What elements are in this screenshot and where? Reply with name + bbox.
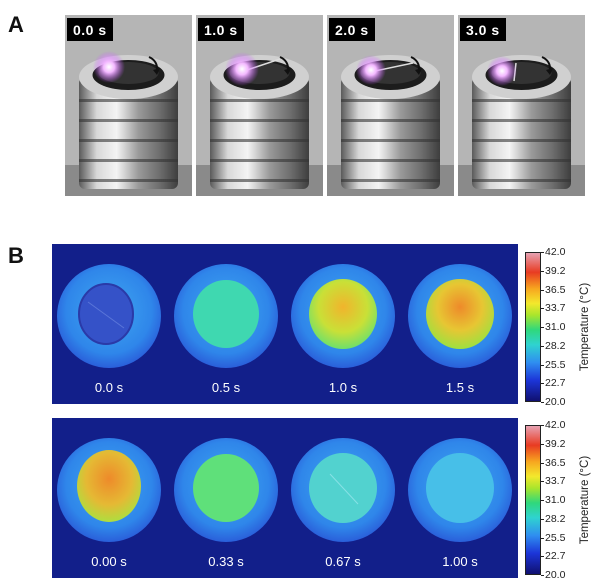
magnet-photo-frame-4: 3.0 s: [458, 15, 585, 196]
colorbar-axis-label: Temperature (°C): [579, 282, 591, 372]
colorbar-tick: 25.5: [541, 359, 565, 371]
thermal-row-cooling: 0.00 s 0.33 s 0.67 s 1.00 s: [52, 418, 518, 578]
magnet-stack-image: [65, 15, 192, 196]
magnet-photo-frame-2: 1.0 s: [196, 15, 323, 196]
time-label: 1.0 s: [328, 380, 358, 395]
colorbar-tick: 39.2: [541, 438, 565, 450]
time-label: 1.0 s: [198, 18, 244, 41]
colorbar-tick: 33.7: [541, 302, 565, 314]
colorbar-tick: 25.5: [541, 532, 565, 544]
thermal-image-cooling: [52, 418, 518, 578]
thermal-row-heating: 0.0 s 0.5 s 1.0 s 1.5 s: [52, 244, 518, 404]
magnet-photo-frame-1: 0.0 s: [65, 15, 192, 196]
colorbar-tick: 31.0: [541, 494, 565, 506]
colorbar-tick: 36.5: [541, 457, 565, 469]
time-label: 0.33 s: [208, 554, 244, 569]
colorbar-tick: 33.7: [541, 475, 565, 487]
time-label: 0.67 s: [325, 554, 361, 569]
time-label: 1.00 s: [442, 554, 478, 569]
colorbar-tick: 20.0: [541, 569, 565, 581]
time-label: 0.5 s: [211, 380, 241, 395]
panel-a-label: A: [8, 12, 24, 37]
colorbar-tick: 42.0: [541, 246, 565, 258]
time-label: 1.5 s: [445, 380, 475, 395]
colorbar-tick: 28.2: [541, 513, 565, 525]
colorbar-tick: 31.0: [541, 321, 565, 333]
magnet-stack-image: [458, 15, 585, 196]
colorbar-tick: 39.2: [541, 265, 565, 277]
time-label: 3.0 s: [460, 18, 506, 41]
colorbar-ticks: 42.0 39.2 36.5 33.7 31.0 28.2 25.5 22.7 …: [541, 246, 565, 408]
colorbar-tick: 22.7: [541, 550, 565, 562]
colorbar-tick: 20.0: [541, 396, 565, 408]
magnet-photo-frame-3: 2.0 s: [327, 15, 454, 196]
temperature-colorbar: [525, 252, 541, 402]
time-label: 0.00 s: [91, 554, 127, 569]
colorbar-axis-label: Temperature (°C): [579, 455, 591, 545]
colorbar-tick: 36.5: [541, 284, 565, 296]
temperature-colorbar: [525, 425, 541, 575]
colorbar-ticks: 42.0 39.2 36.5 33.7 31.0 28.2 25.5 22.7 …: [541, 419, 565, 581]
thermal-image-heating: [52, 244, 518, 404]
panel-b-label: B: [8, 243, 24, 268]
time-label: 2.0 s: [329, 18, 375, 41]
magnet-stack-image: [327, 15, 454, 196]
colorbar-tick: 28.2: [541, 340, 565, 352]
magnet-stack-image: [196, 15, 323, 196]
time-label: 0.0 s: [67, 18, 113, 41]
colorbar-tick: 22.7: [541, 377, 565, 389]
time-label: 0.0 s: [94, 380, 124, 395]
colorbar-tick: 42.0: [541, 419, 565, 431]
